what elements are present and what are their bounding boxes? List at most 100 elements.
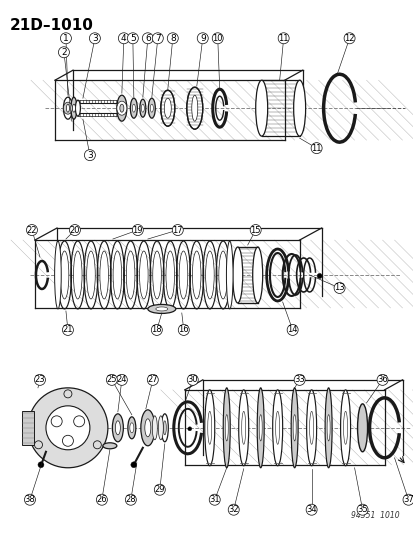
Circle shape [38, 462, 44, 468]
Ellipse shape [152, 251, 161, 299]
Text: 11: 11 [311, 143, 321, 152]
Ellipse shape [115, 421, 120, 435]
Ellipse shape [140, 99, 145, 117]
Ellipse shape [204, 390, 214, 466]
Ellipse shape [340, 390, 350, 466]
Ellipse shape [324, 388, 331, 468]
Text: 13: 13 [333, 284, 344, 293]
Ellipse shape [207, 411, 211, 445]
Ellipse shape [191, 95, 197, 121]
Ellipse shape [155, 307, 167, 311]
Ellipse shape [232, 247, 242, 303]
Ellipse shape [120, 104, 123, 112]
Ellipse shape [130, 98, 137, 118]
Text: 7: 7 [154, 34, 160, 43]
Ellipse shape [126, 251, 135, 299]
Ellipse shape [238, 390, 248, 466]
Text: 38: 38 [24, 495, 35, 504]
Text: 32: 32 [228, 505, 238, 514]
Circle shape [127, 33, 138, 44]
Text: 9: 9 [199, 34, 205, 43]
Text: 6: 6 [145, 34, 150, 43]
Text: 31: 31 [209, 495, 220, 504]
Circle shape [316, 273, 321, 278]
Ellipse shape [241, 411, 245, 445]
Circle shape [356, 504, 367, 515]
Circle shape [249, 224, 261, 236]
Text: 3: 3 [87, 151, 93, 159]
Circle shape [74, 416, 84, 427]
Text: 24: 24 [116, 375, 127, 384]
Ellipse shape [290, 388, 297, 468]
Text: 30: 30 [187, 375, 197, 384]
Ellipse shape [75, 100, 80, 116]
Ellipse shape [147, 304, 176, 313]
Circle shape [147, 374, 158, 385]
Ellipse shape [218, 251, 227, 299]
Ellipse shape [139, 251, 148, 299]
Ellipse shape [152, 416, 157, 440]
Circle shape [197, 33, 208, 44]
Circle shape [69, 224, 80, 236]
Ellipse shape [255, 80, 267, 136]
Circle shape [118, 33, 129, 44]
Circle shape [343, 33, 354, 44]
Ellipse shape [140, 410, 154, 446]
Circle shape [172, 224, 183, 236]
Ellipse shape [179, 251, 188, 299]
Text: 5: 5 [130, 34, 135, 43]
Circle shape [116, 374, 127, 385]
Circle shape [62, 435, 73, 446]
Text: 33: 33 [294, 375, 304, 384]
Bar [22, 411, 34, 445]
Ellipse shape [73, 251, 82, 299]
Ellipse shape [132, 104, 135, 112]
Ellipse shape [160, 90, 174, 126]
Text: 26: 26 [96, 495, 107, 504]
Text: 27: 27 [147, 375, 158, 384]
Circle shape [64, 390, 72, 398]
Ellipse shape [205, 251, 214, 299]
Ellipse shape [226, 241, 233, 309]
Ellipse shape [293, 80, 305, 136]
Circle shape [60, 33, 71, 44]
Circle shape [209, 494, 220, 505]
Circle shape [287, 325, 297, 335]
Ellipse shape [163, 421, 166, 435]
Circle shape [28, 388, 108, 468]
Ellipse shape [128, 417, 135, 439]
Circle shape [106, 374, 117, 385]
Text: 94351  1010: 94351 1010 [350, 511, 399, 520]
Ellipse shape [63, 97, 72, 119]
Ellipse shape [186, 87, 202, 129]
Circle shape [376, 374, 387, 385]
Ellipse shape [66, 104, 69, 112]
Ellipse shape [72, 104, 75, 112]
Circle shape [142, 33, 153, 44]
Circle shape [187, 374, 198, 385]
Circle shape [212, 33, 223, 44]
Ellipse shape [71, 97, 77, 119]
Ellipse shape [112, 414, 123, 442]
Ellipse shape [60, 251, 69, 299]
Ellipse shape [164, 98, 171, 118]
Circle shape [125, 494, 136, 505]
Circle shape [89, 33, 100, 44]
Text: 22: 22 [27, 225, 37, 235]
Circle shape [58, 47, 69, 58]
Text: 12: 12 [344, 34, 354, 43]
Ellipse shape [102, 443, 116, 449]
Ellipse shape [55, 241, 61, 309]
Text: 14: 14 [287, 326, 297, 334]
Ellipse shape [116, 101, 126, 115]
Circle shape [46, 406, 90, 450]
Text: 36: 36 [376, 375, 387, 384]
Ellipse shape [292, 415, 295, 441]
Text: 20: 20 [69, 225, 80, 235]
Ellipse shape [259, 415, 261, 441]
Ellipse shape [116, 95, 126, 121]
Ellipse shape [272, 390, 282, 466]
Ellipse shape [166, 251, 174, 299]
Circle shape [131, 462, 137, 468]
Text: 37: 37 [402, 495, 413, 504]
